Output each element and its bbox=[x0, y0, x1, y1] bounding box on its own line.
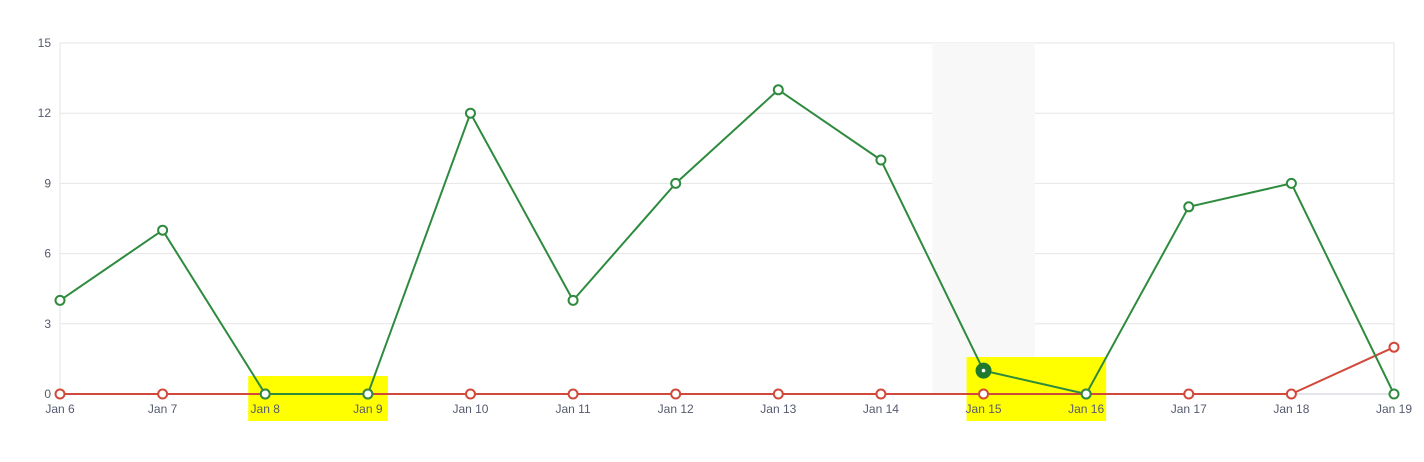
data-point[interactable] bbox=[1388, 341, 1400, 353]
x-tick-label: Jan 11 bbox=[556, 402, 591, 416]
y-tick-label: 9 bbox=[44, 176, 51, 190]
data-point[interactable] bbox=[875, 388, 887, 400]
x-axis: Jan 6 Jan 7 Jan 8 Jan 9 Jan 10 Jan 11 Jan 12 Ja… bbox=[45, 402, 1412, 416]
y-tick-label: 3 bbox=[44, 317, 51, 331]
y-tick-label: 6 bbox=[44, 247, 51, 261]
data-point[interactable] bbox=[1183, 388, 1195, 400]
data-point[interactable] bbox=[1285, 388, 1297, 400]
data-point[interactable] bbox=[772, 84, 784, 96]
data-point[interactable] bbox=[1183, 201, 1195, 213]
data-point[interactable] bbox=[1285, 177, 1297, 189]
x-tick-label: Jan 12 bbox=[658, 402, 694, 416]
x-tick-label: Jan 6 bbox=[45, 402, 75, 416]
x-tick-label: Jan 9 bbox=[353, 402, 383, 416]
y-tick-label: 0 bbox=[44, 387, 51, 401]
data-point[interactable] bbox=[464, 107, 476, 119]
highlight-box bbox=[248, 376, 388, 421]
x-tick-label: Jan 16 bbox=[1068, 402, 1104, 416]
series-line-0 bbox=[59, 88, 1395, 395]
data-point[interactable] bbox=[464, 388, 476, 400]
data-point[interactable] bbox=[978, 388, 990, 400]
x-tick-label: Jan 19 bbox=[1376, 402, 1412, 416]
hover-band bbox=[932, 43, 1035, 394]
x-tick-label: Jan 7 bbox=[148, 402, 178, 416]
data-point[interactable] bbox=[259, 388, 271, 400]
x-tick-label: Jan 18 bbox=[1273, 402, 1309, 416]
series-lines bbox=[59, 88, 1395, 395]
data-point[interactable] bbox=[670, 177, 682, 189]
x-tick-label: Jan 15 bbox=[966, 402, 1002, 416]
y-tick-label: 12 bbox=[38, 106, 52, 120]
data-point[interactable] bbox=[1388, 388, 1400, 400]
x-tick-label: Jan 17 bbox=[1171, 402, 1207, 416]
data-point[interactable] bbox=[1080, 388, 1092, 400]
data-point[interactable] bbox=[772, 388, 784, 400]
x-tick-label: Jan 10 bbox=[452, 402, 488, 416]
grid bbox=[59, 42, 1395, 395]
hover-band bbox=[932, 43, 1035, 394]
data-point[interactable] bbox=[157, 224, 169, 236]
data-point[interactable] bbox=[670, 388, 682, 400]
data-point[interactable] bbox=[875, 154, 887, 166]
x-tick-label: Jan 8 bbox=[251, 402, 281, 416]
y-axis: 0 3 6 9 12 15 bbox=[38, 36, 52, 401]
data-point[interactable] bbox=[157, 388, 169, 400]
x-tick-label: Jan 13 bbox=[760, 402, 796, 416]
data-point-active-center bbox=[981, 368, 986, 373]
series-points[interactable] bbox=[54, 84, 1400, 400]
y-tick-label: 15 bbox=[38, 36, 52, 50]
data-point[interactable] bbox=[362, 388, 374, 400]
x-tick-label: Jan 14 bbox=[863, 402, 899, 416]
data-point[interactable] bbox=[54, 388, 66, 400]
data-point[interactable] bbox=[567, 388, 579, 400]
data-point[interactable] bbox=[567, 294, 579, 306]
data-point[interactable] bbox=[54, 294, 66, 306]
